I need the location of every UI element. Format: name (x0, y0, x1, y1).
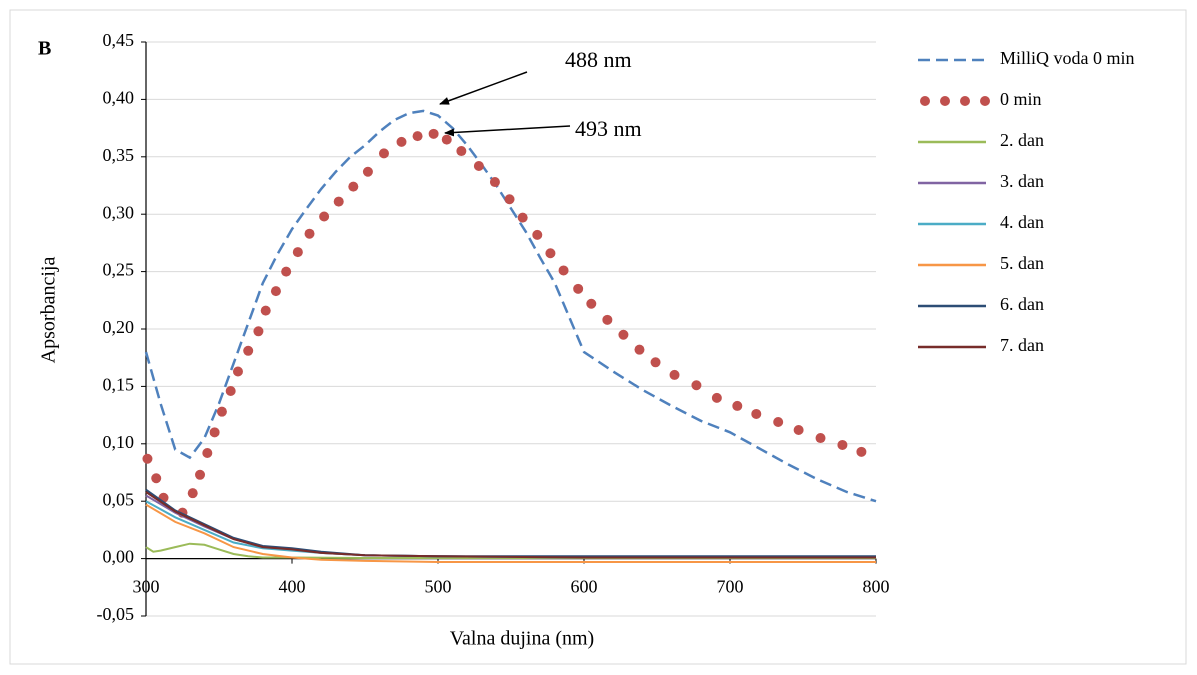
data-point (270, 286, 281, 297)
data-point (243, 345, 254, 356)
data-point (711, 392, 722, 403)
legend-label: 0 min (1000, 89, 1042, 109)
chart-frame (9, 9, 1187, 665)
x-tick-label: 500 (425, 577, 452, 597)
legend-label: MilliQ voda 0 min (1000, 48, 1135, 68)
data-point (216, 406, 227, 417)
x-tick-label: 800 (863, 577, 890, 597)
data-point (558, 265, 569, 276)
legend-swatch (960, 96, 970, 106)
data-point (751, 408, 762, 419)
data-point (586, 298, 597, 309)
legend-label: 2. dan (1000, 130, 1044, 150)
data-point (253, 326, 264, 337)
data-point (732, 400, 743, 411)
legend-label: 5. dan (1000, 253, 1044, 273)
legend-swatch (920, 96, 930, 106)
series-line (144, 109, 877, 503)
data-point (618, 329, 629, 340)
data-point (473, 160, 484, 171)
data-point (260, 305, 271, 316)
x-tick-label: 600 (571, 577, 598, 597)
data-point (348, 181, 359, 192)
data-point (412, 131, 423, 142)
data-point (489, 177, 500, 188)
y-tick-label: -0,05 (97, 604, 135, 624)
y-tick-label: 0,00 (103, 547, 135, 567)
data-point (545, 248, 556, 259)
data-point (304, 228, 315, 239)
legend-label: 7. dan (1000, 335, 1044, 355)
data-point (532, 229, 543, 240)
data-point (319, 211, 330, 222)
data-point (225, 385, 236, 396)
series-line (145, 503, 876, 563)
data-point (142, 453, 153, 464)
series-line (145, 494, 876, 559)
data-point (837, 439, 848, 450)
chart-title: B (38, 38, 51, 60)
data-point (292, 247, 303, 258)
y-tick-label: 0,40 (103, 88, 135, 108)
annotation: 488 nm (565, 47, 632, 72)
y-tick-label: 0,25 (103, 260, 135, 280)
data-point (573, 283, 584, 294)
annotation: 493 nm (575, 116, 642, 141)
data-point (281, 266, 292, 277)
x-tick-label: 700 (717, 577, 744, 597)
x-axis-title: Valna dujina (nm) (450, 628, 594, 650)
data-point (504, 194, 515, 205)
legend-label: 6. dan (1000, 294, 1044, 314)
y-tick-label: 0,45 (103, 30, 135, 50)
data-point (428, 128, 439, 139)
data-point (602, 314, 613, 325)
data-point (378, 148, 389, 159)
data-point (634, 344, 645, 355)
series-line (145, 542, 876, 559)
legend-label: 4. dan (1000, 212, 1044, 232)
data-point (441, 134, 452, 145)
data-point (517, 212, 528, 223)
data-point (187, 488, 198, 499)
annotation-arrow (444, 125, 571, 137)
data-point (691, 380, 702, 391)
y-tick-label: 0,15 (103, 375, 135, 395)
data-point (815, 433, 826, 444)
legend-swatch (980, 96, 990, 106)
data-point (202, 447, 213, 458)
y-tick-label: 0,30 (103, 202, 135, 222)
data-point (195, 469, 206, 480)
legend-label: 3. dan (1000, 171, 1044, 191)
data-point (650, 357, 661, 368)
series-line (145, 500, 876, 559)
y-tick-label: 0,05 (103, 489, 135, 509)
data-point (396, 136, 407, 147)
y-tick-label: 0,10 (103, 432, 135, 452)
y-tick-label: 0,35 (103, 145, 135, 165)
data-point (151, 473, 162, 484)
data-point (333, 196, 344, 207)
x-tick-label: 300 (133, 577, 160, 597)
annotation-arrow (439, 71, 528, 105)
y-axis-title: Apsorbancija (38, 257, 60, 364)
data-point (669, 369, 680, 380)
x-tick-label: 400 (279, 577, 306, 597)
data-point (362, 166, 373, 177)
series-line (145, 491, 876, 559)
data-point (456, 146, 467, 157)
data-point (856, 446, 867, 457)
data-point (773, 416, 784, 427)
data-point (793, 425, 804, 436)
legend-swatch (940, 96, 950, 106)
data-point (232, 366, 243, 377)
y-tick-label: 0,20 (103, 317, 135, 337)
data-point (209, 427, 220, 438)
